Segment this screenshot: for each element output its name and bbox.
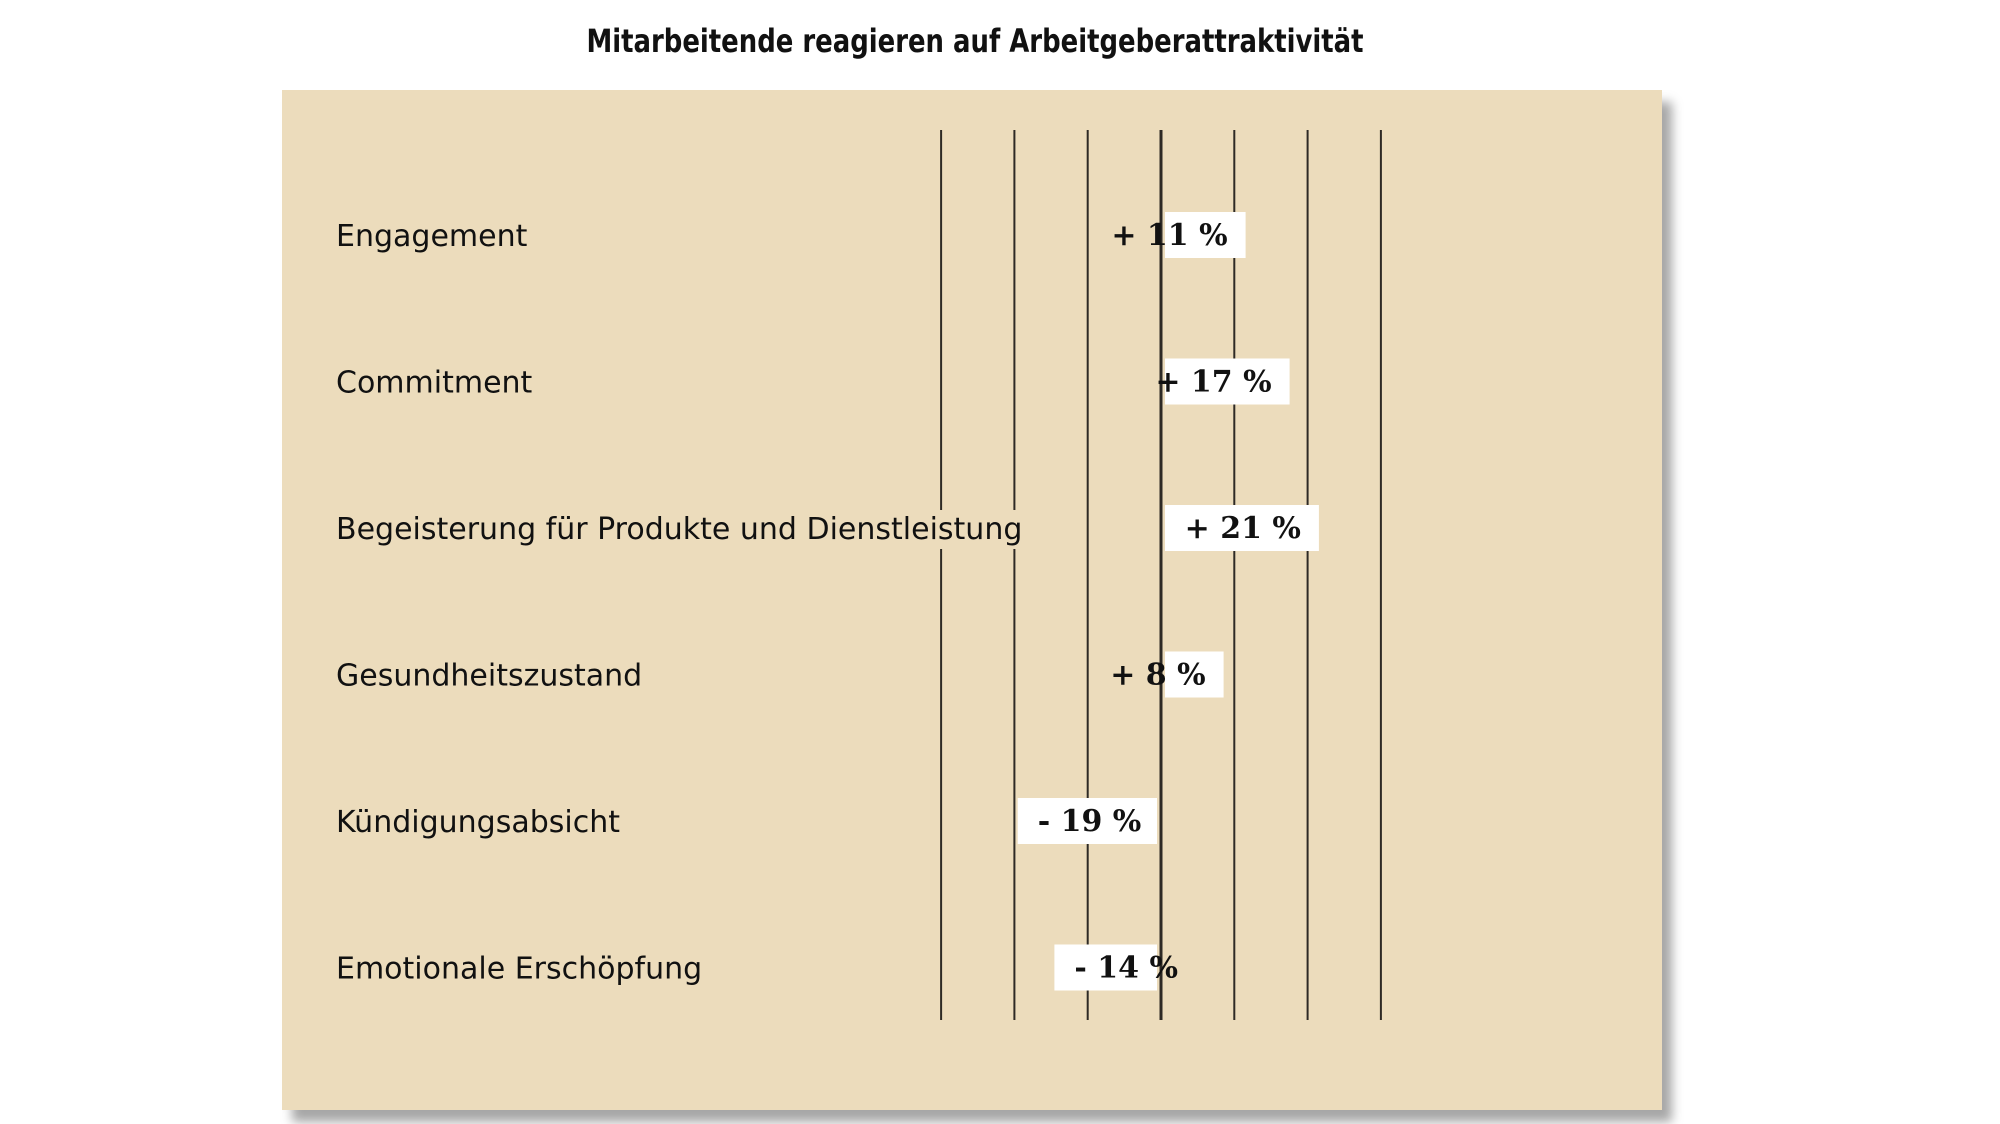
bar — [1054, 944, 1157, 991]
bar — [1165, 505, 1319, 551]
category-label-backing — [332, 217, 534, 256]
chart-panel: + 11 % + 17 % + 21 % + 8 % - 19 % - 14 % Enga… — [282, 90, 1662, 1110]
bar — [1165, 212, 1246, 258]
value-label: + 21 % — [1185, 511, 1301, 546]
category-label: Commitment — [336, 366, 533, 401]
category-label: Begeisterung für Produkte und Dienstleis… — [336, 512, 1022, 547]
value-label: + 17 % — [1155, 365, 1271, 400]
category-label-backing — [332, 363, 539, 403]
bar — [1165, 358, 1290, 405]
bar — [1165, 651, 1224, 698]
bar — [1017, 798, 1157, 844]
chart-title: Mitarbeitende reagieren auf Arbeitgebera… — [586, 22, 1364, 60]
category-label-backing — [332, 510, 1029, 549]
value-label: + 8 % — [1110, 658, 1205, 693]
chart-plot: + 11 % + 17 % + 21 % + 8 % - 19 % - 14 % Enga… — [332, 130, 1382, 1020]
value-label: + 11 % — [1111, 218, 1227, 253]
category-label-backing — [332, 656, 649, 696]
category-label: Gesundheitszustand — [336, 659, 642, 694]
category-label-backing — [332, 803, 627, 842]
category-label: Kündigungsabsicht — [336, 805, 620, 840]
category-label: Emotionale Erschöpfung — [336, 952, 702, 987]
value-label: - 19 % — [1038, 804, 1142, 839]
category-label-backing — [332, 949, 709, 989]
value-label: - 14 % — [1074, 951, 1178, 986]
category-label: Engagement — [336, 219, 528, 254]
